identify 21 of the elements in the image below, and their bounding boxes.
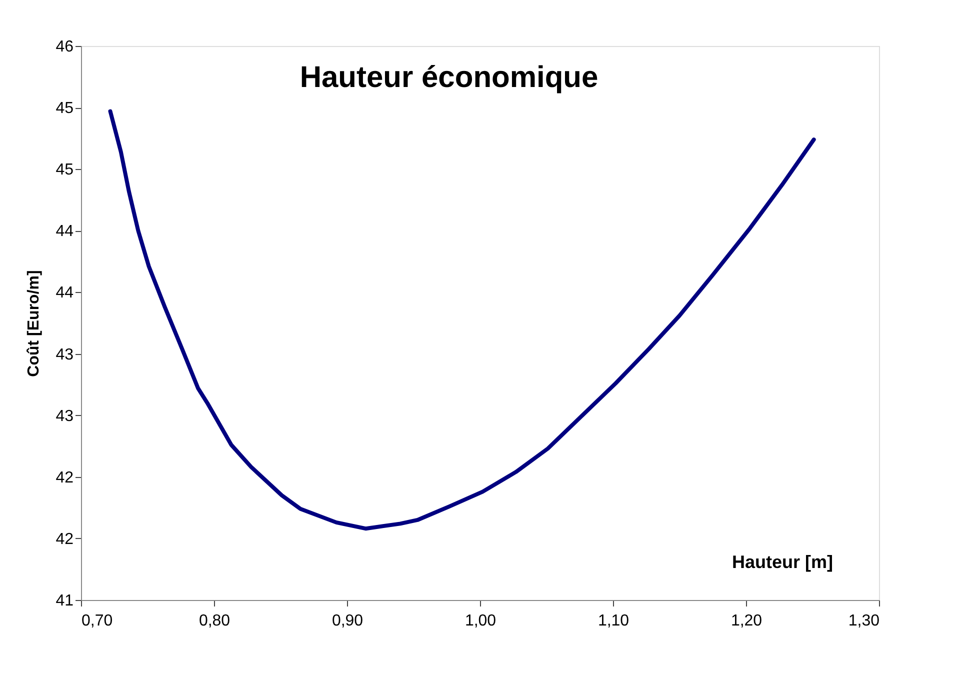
y-tick-label: 41: [56, 592, 74, 610]
text: Hauteur économique: [300, 61, 598, 94]
x-tick-label: 0,70: [82, 612, 113, 630]
line-series: [108, 109, 816, 531]
y-tick-label: 45: [56, 100, 74, 118]
y-tick-label: 43: [56, 346, 74, 364]
x-tick-label: 1,20: [730, 612, 762, 630]
y-tick-label: 45: [56, 162, 74, 179]
x-tick-label: 0,90: [332, 612, 364, 630]
y-tick-label: 44: [56, 223, 74, 240]
x-tick-label: 1,30: [848, 612, 880, 630]
y-axis-title: Coût [Euro/m]: [26, 270, 43, 377]
x-tick-label: 1,00: [464, 612, 496, 630]
y-tick-label: 46: [56, 38, 74, 56]
x-tick-label: 1,10: [598, 612, 630, 630]
y-tick-label: 44: [56, 284, 74, 302]
y-tick-label: 43: [56, 408, 74, 425]
x-tick-label: 0,80: [198, 612, 230, 630]
y-tick-label: 42: [56, 469, 74, 486]
x-axis-title: Hauteur [m]: [732, 552, 833, 572]
y-tick-label: 42: [56, 530, 74, 548]
